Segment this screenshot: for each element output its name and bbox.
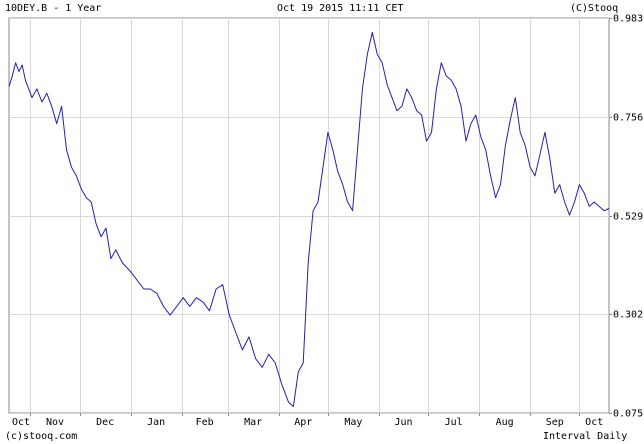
x-tick-label: May [344,417,362,428]
x-tick-label: Oct [12,417,30,428]
y-tick-label: 0.756 [613,113,643,124]
x-tick-label: Oct [585,417,603,428]
y-tick-label: 0.075 [613,409,643,420]
y-tick-label: 0.983 [613,14,643,25]
series-line [8,31,610,407]
x-tick-label: Jan [147,417,165,428]
x-tick-label: Aug [496,417,514,428]
timestamp-label: Oct 19 2015 11:11 CET [277,3,404,14]
x-tick-label: Jun [394,417,412,428]
x-tick-label: Apr [294,417,312,428]
source-label: (c)stooq.com [5,431,78,442]
interval-label: Interval Daily [543,431,628,442]
x-axis: Oct Nov Dec Jan Feb Mar Apr May Jun Jul Aug Sep Oct [12,413,603,428]
y-tick-label: 0.529 [613,212,643,223]
x-tick-label: Sep [546,417,564,428]
plot-frame [8,17,610,414]
y-axis: 0.983 0.756 0.529 0.302 0.075 [609,14,643,420]
x-tick-label: Nov [46,417,64,428]
x-tick-label: Mar [244,417,262,428]
x-tick-label: Dec [96,417,114,428]
chart-title: 10DEY.B - 1 Year [5,3,102,14]
y-tick-label: 0.302 [613,310,643,321]
x-tick-label: Jul [445,417,463,428]
copyright-label: (C)Stooq [570,3,619,14]
x-tick-label: Feb [196,417,214,428]
grid-lines [9,18,609,414]
series-layer [8,31,610,407]
